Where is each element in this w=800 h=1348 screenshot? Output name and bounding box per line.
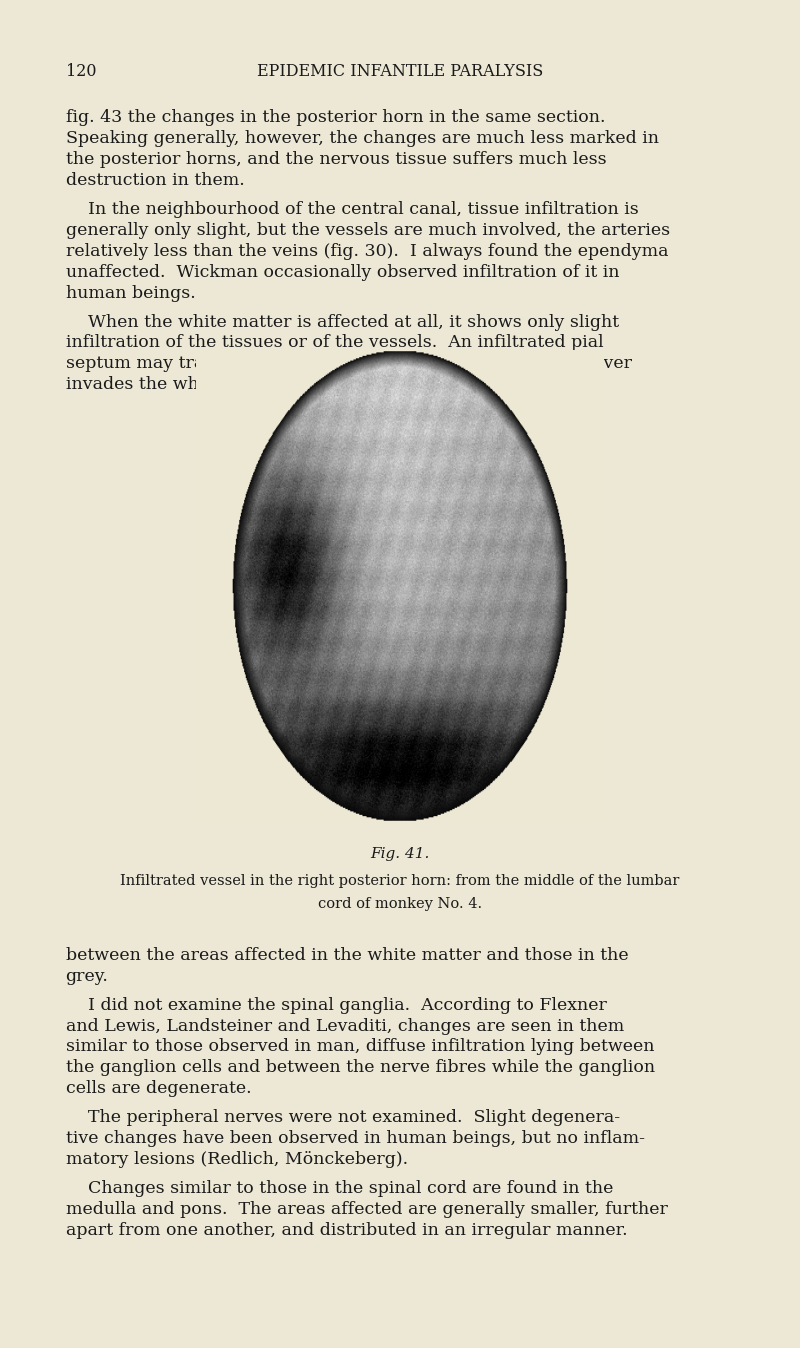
Text: Changes similar to those in the spinal cord are found in the: Changes similar to those in the spinal c… [66,1180,613,1197]
Text: EPIDEMIC INFANTILE PARALYSIS: EPIDEMIC INFANTILE PARALYSIS [257,63,543,81]
Text: Speaking generally, however, the changes are much less marked in: Speaking generally, however, the changes… [66,131,658,147]
Text: Fig. 41.: Fig. 41. [370,847,430,860]
Text: generally only slight, but the vessels are much involved, the arteries: generally only slight, but the vessels a… [66,222,670,239]
Text: human beings.: human beings. [66,284,195,302]
Text: the posterior horns, and the nervous tissue suffers much less: the posterior horns, and the nervous tis… [66,151,606,168]
Text: septum may traverse the white matter, but the infiltration never: septum may traverse the white matter, bu… [66,356,632,372]
Text: similar to those observed in man, diffuse infiltration lying between: similar to those observed in man, diffus… [66,1038,654,1055]
Text: medulla and pons.  The areas affected are generally smaller, further: medulla and pons. The areas affected are… [66,1201,667,1219]
Text: invades the white matter itself.  I could not find any relation: invades the white matter itself. I could… [66,376,597,394]
Text: destruction in them.: destruction in them. [66,173,244,189]
Text: The peripheral nerves were not examined.  Slight degenera-: The peripheral nerves were not examined.… [66,1109,620,1127]
Text: between the areas affected in the white matter and those in the: between the areas affected in the white … [66,946,628,964]
Text: cells are degenerate.: cells are degenerate. [66,1080,251,1097]
Text: grey.: grey. [66,968,109,985]
Text: matory lesions (Redlich, Mönckeberg).: matory lesions (Redlich, Mönckeberg). [66,1151,408,1169]
Text: relatively less than the veins (fig. 30).  I always found the ependyma: relatively less than the veins (fig. 30)… [66,243,668,260]
Text: and Lewis, Landsteiner and Levaditi, changes are seen in them: and Lewis, Landsteiner and Levaditi, cha… [66,1018,624,1035]
Text: unaffected.  Wickman occasionally observed infiltration of it in: unaffected. Wickman occasionally observe… [66,264,619,280]
Text: In the neighbourhood of the central canal, tissue infiltration is: In the neighbourhood of the central cana… [66,201,638,218]
Text: 120: 120 [66,63,96,81]
Text: fig. 43 the changes in the posterior horn in the same section.: fig. 43 the changes in the posterior hor… [66,109,605,127]
Text: the ganglion cells and between the nerve fibres while the ganglion: the ganglion cells and between the nerve… [66,1060,654,1077]
Text: apart from one another, and distributed in an irregular manner.: apart from one another, and distributed … [66,1221,627,1239]
Text: cord of monkey No. 4.: cord of monkey No. 4. [318,896,482,911]
Text: tive changes have been observed in human beings, but no inflam-: tive changes have been observed in human… [66,1130,645,1147]
Text: Infiltrated vessel in the right posterior horn: from the middle of the lumbar: Infiltrated vessel in the right posterio… [120,874,680,888]
Text: When the white matter is affected at all, it shows only slight: When the white matter is affected at all… [66,314,618,330]
Text: I did not examine the spinal ganglia.  According to Flexner: I did not examine the spinal ganglia. Ac… [66,996,606,1014]
Text: infiltration of the tissues or of the vessels.  An infiltrated pial: infiltration of the tissues or of the ve… [66,334,603,352]
